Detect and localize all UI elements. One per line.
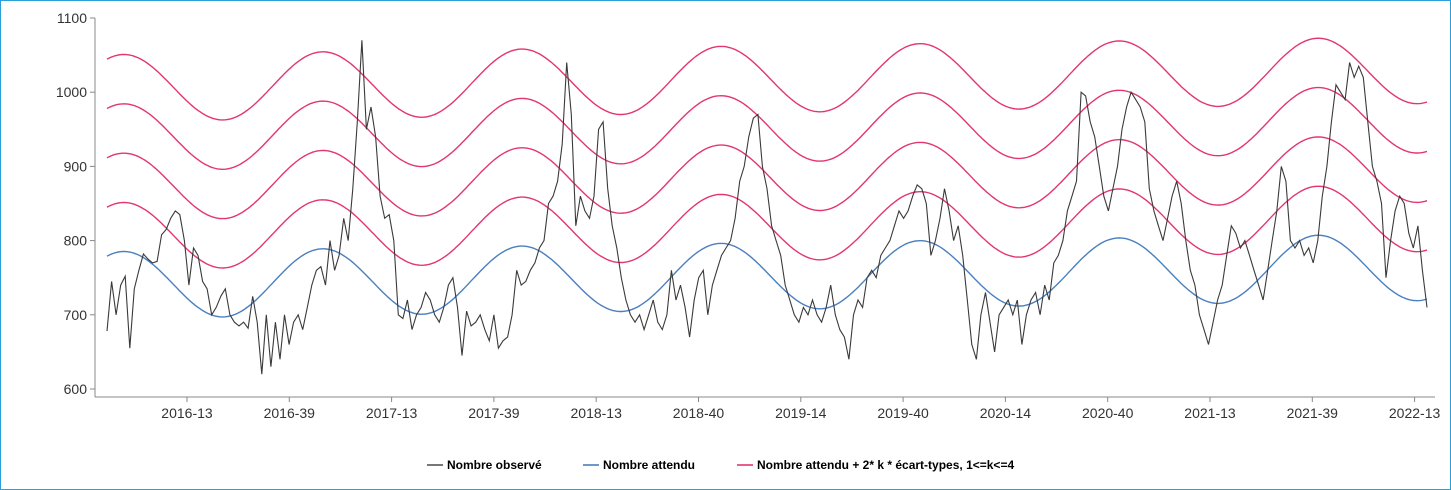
x-tick-label: 2018-13 [571, 405, 623, 421]
y-tick-label: 1000 [56, 84, 87, 100]
expected-line [106, 234, 1428, 318]
x-tick-label: 2016-13 [161, 405, 213, 421]
legend-label: Nombre observé [447, 458, 542, 472]
x-tick-label: 2019-40 [877, 405, 929, 421]
x-tick-label: 2021-13 [1184, 405, 1236, 421]
y-ticks: 600 700 800 900 1000 1100 [56, 10, 95, 397]
y-tick-label: 900 [64, 158, 88, 174]
x-tick-label: 2022-13 [1389, 405, 1441, 421]
y-tick-label: 700 [64, 307, 88, 323]
x-tick-label: 2021-39 [1287, 405, 1339, 421]
legend: Nombre observé Nombre attendu Nombre atten… [427, 458, 1014, 472]
x-tick-label: 2017-39 [468, 405, 520, 421]
x-tick-label: 2016-39 [264, 405, 316, 421]
x-tick-label: 2019-14 [775, 405, 827, 421]
x-tick-label: 2020-40 [1082, 405, 1134, 421]
band-line-k2 [106, 136, 1428, 220]
x-tick-label: 2017-13 [366, 405, 418, 421]
x-tick-label: 2020-14 [980, 405, 1032, 421]
band-line-k1 [106, 185, 1428, 269]
y-tick-label: 800 [64, 233, 88, 249]
y-tick-label: 1100 [57, 10, 87, 26]
x-tick-label: 2018-40 [673, 405, 725, 421]
y-tick-label: 600 [64, 381, 88, 397]
observed-line [106, 40, 1428, 375]
axes: 600 700 800 900 1000 1100 2016-13 2016-39 2017-… [56, 10, 1441, 421]
band-line-k4 [106, 37, 1428, 121]
x-ticks: 2016-13 2016-39 2017-13 2017-39 2018-13 2018-… [161, 397, 1440, 421]
band-line-k3 [106, 86, 1428, 170]
plot-area [106, 37, 1428, 375]
upper-bands [106, 37, 1428, 269]
legend-label: Nombre attendu [603, 458, 695, 472]
legend-label: Nombre attendu + 2* k * écart-types, 1<=… [757, 458, 1014, 472]
